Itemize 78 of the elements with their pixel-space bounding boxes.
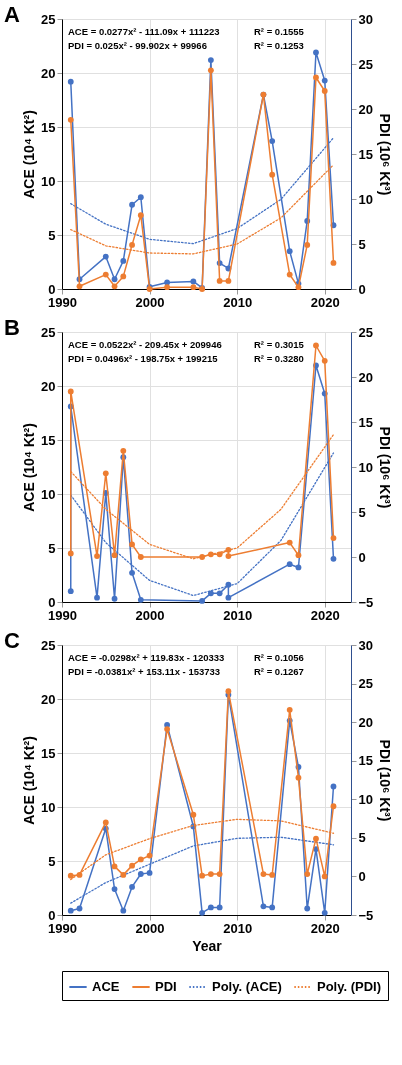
y-axis-title: ACE (10⁴ Kt²)	[21, 110, 38, 199]
annotation: R² = 0.3280	[254, 353, 304, 364]
y2-tick-label: 15	[358, 753, 373, 769]
annotation: R² = 0.1056	[254, 652, 304, 663]
chart-title: A	[4, 2, 20, 27]
y-axis-title: ACE (10⁴ Kt²)	[21, 423, 38, 512]
annotation: R² = 0.1267	[254, 666, 304, 677]
y-tick-label: 15	[41, 432, 56, 448]
y-tick-label: 10	[41, 486, 56, 502]
x-tick-label: 2010	[223, 607, 253, 623]
y-tick-label: 5	[48, 227, 56, 243]
legend-label: PDI	[155, 979, 177, 994]
x-tick-label: 1990	[48, 920, 77, 936]
y2-tick-label: 20	[358, 101, 373, 117]
y-tick-label: 20	[41, 65, 56, 81]
y2-tick-label: 5	[358, 504, 366, 520]
y-tick-label: 25	[41, 324, 56, 340]
x-tick-label: 1990	[48, 607, 77, 623]
y2-axis-title: PDI (10⁶ Kt³)	[377, 739, 394, 822]
y2-tick-label: 15	[358, 146, 373, 162]
x-tick-label: 2010	[223, 294, 253, 310]
y2-tick-label: 20	[358, 369, 373, 385]
annotation: R² = 0.1253	[254, 40, 304, 51]
y-tick-label: 20	[41, 691, 56, 707]
legend-label: Poly. (ACE)	[212, 979, 282, 994]
y2-tick-label: 0	[358, 281, 366, 297]
y-tick-label: 10	[41, 799, 56, 815]
chart-title: C	[4, 628, 20, 653]
y2-tick-label: 5	[358, 830, 366, 846]
y-axis-title: ACE (10⁴ Kt²)	[21, 736, 38, 825]
y2-axis-title: PDI (10⁶ Kt³)	[376, 113, 393, 196]
x-tick-label: 2000	[135, 607, 165, 623]
x-tick-label: 2020	[310, 920, 340, 936]
x-tick-label: 2020	[310, 607, 340, 623]
y2-tick-label: −5	[358, 907, 374, 923]
annotation: ACE = -0.0298x² + 119.83x - 120333	[68, 652, 225, 663]
y2-tick-label: 20	[358, 714, 373, 730]
y-tick-label: 0	[48, 281, 56, 297]
annotation: PDI = -0.0381x² + 153.11x - 153733	[68, 666, 221, 677]
y-tick-label: 0	[48, 594, 56, 610]
y2-axis-title: PDI (10⁶ Kt³)	[377, 426, 394, 509]
legend-label: ACE	[92, 979, 120, 994]
annotation: R² = 0.3015	[254, 339, 305, 350]
y2-tick-label: −5	[358, 594, 374, 610]
y2-tick-label: 10	[358, 459, 373, 475]
x-tick-label: 2000	[135, 294, 165, 310]
y-tick-label: 5	[48, 540, 56, 556]
x-tick-label: 2020	[310, 294, 340, 310]
y2-tick-label: 25	[358, 676, 373, 692]
y2-tick-label: 30	[358, 637, 373, 653]
x-tick-label: 1990	[48, 294, 77, 310]
y2-tick-label: 25	[358, 324, 373, 340]
y2-tick-label: 10	[358, 791, 373, 807]
y-tick-label: 5	[48, 853, 56, 869]
y2-tick-label: 10	[358, 191, 373, 207]
y-tick-label: 25	[41, 11, 56, 27]
y2-tick-label: 5	[358, 236, 366, 252]
y2-tick-label: 25	[358, 56, 373, 72]
y-tick-label: 0	[48, 907, 56, 923]
legend-label: Poly. (PDI)	[317, 979, 382, 994]
y-tick-label: 25	[41, 637, 56, 653]
annotation: ACE = 0.0522x² - 209.45x + 209946	[68, 339, 222, 350]
y-tick-label: 15	[41, 119, 56, 135]
annotation: R² = 0.1555	[254, 26, 305, 37]
y2-tick-label: 0	[358, 549, 366, 565]
x-tick-label: 2010	[223, 920, 253, 936]
chart-title: B	[4, 315, 20, 340]
annotation: PDI = 0.0496x² - 198.75x + 199215	[68, 353, 219, 364]
y-tick-label: 20	[41, 378, 56, 394]
x-tick-label: 2000	[135, 920, 165, 936]
y2-tick-label: 30	[358, 11, 373, 27]
annotation: PDI = 0.025x² - 99.902x + 99966	[68, 40, 207, 51]
x-axis-title: Year	[192, 937, 223, 954]
y2-tick-label: 0	[358, 868, 366, 884]
annotation: ACE = 0.0277x² - 111.09x + 111223	[68, 26, 220, 37]
y2-tick-label: 15	[358, 414, 373, 430]
y-tick-label: 10	[41, 173, 56, 189]
y-tick-label: 15	[41, 745, 56, 761]
